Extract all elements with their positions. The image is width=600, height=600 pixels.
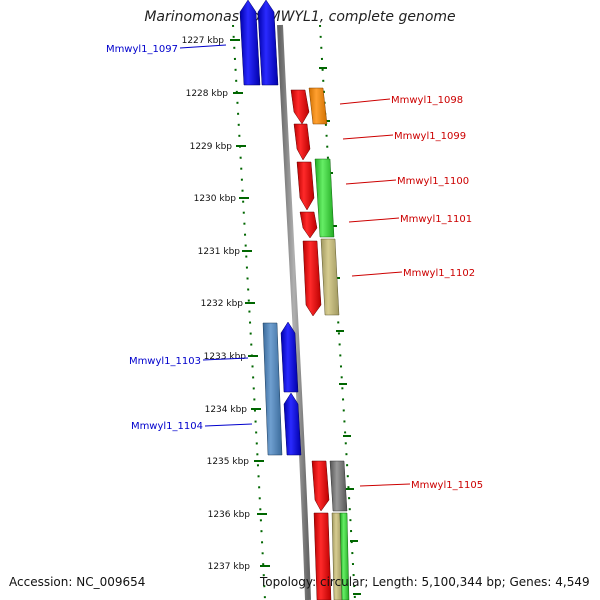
gene-arrow-1106c[interactable]	[339, 512, 350, 600]
leader-line	[348, 217, 400, 223]
gene-arrow-1103b[interactable]	[280, 321, 299, 393]
accession-text: Accession: NC_009654	[9, 575, 146, 589]
leader-line	[204, 423, 253, 427]
gene-arrow-1098b[interactable]	[308, 87, 328, 125]
gene-label-1103[interactable]: Mmwyl1_1103	[129, 356, 201, 367]
gene-arrow-1104[interactable]	[283, 392, 302, 456]
inner-tick-rail	[232, 24, 266, 600]
gene-label-1105[interactable]: Mmwyl1_1105	[411, 480, 483, 491]
gene-arrow-1106[interactable]	[313, 512, 332, 600]
gene-arrow-1105[interactable]	[311, 460, 330, 512]
gene-arrow-1102[interactable]	[302, 240, 322, 317]
gene-arrow-1100b[interactable]	[314, 158, 335, 238]
tick-label: 1237 kbp	[208, 562, 251, 572]
gene-label-1099[interactable]: Mmwyl1_1099	[394, 131, 466, 142]
gene-arrow-1097b[interactable]	[257, 0, 279, 86]
gene-label-1098[interactable]: Mmwyl1_1098	[391, 95, 463, 106]
tick-label: 1228 kbp	[186, 89, 229, 99]
leader-line	[179, 44, 227, 49]
tick-label: 1233 kbp	[204, 352, 247, 362]
genome-backbone	[277, 24, 311, 600]
leader-line	[359, 483, 411, 487]
leader-line	[345, 179, 397, 185]
gene-label-1100[interactable]: Mmwyl1_1100	[397, 176, 469, 187]
gene-arrow-1101[interactable]	[299, 211, 318, 239]
tick-label: 1236 kbp	[208, 510, 251, 520]
leader-line	[202, 357, 249, 361]
tick-label: 1235 kbp	[207, 457, 250, 467]
gene-arrow-1102b[interactable]	[320, 238, 340, 316]
gene-arrow-1098[interactable]	[290, 89, 310, 125]
map-title: Marinomonas sp. MWYL1, complete genome	[144, 9, 456, 25]
gene-arrow-1103[interactable]	[262, 322, 283, 456]
gene-arrow-1097[interactable]	[239, 0, 261, 86]
gene-label-1101[interactable]: Mmwyl1_1101	[400, 214, 472, 225]
tick-label: 1232 kbp	[201, 299, 244, 309]
gene-label-1097[interactable]: Mmwyl1_1097	[106, 44, 178, 55]
leader-line	[351, 271, 403, 277]
gene-arrow-1099[interactable]	[293, 123, 311, 161]
topology-text: Topology: circular; Length: 5,100,344 bp…	[260, 575, 590, 589]
leader-line	[339, 98, 391, 105]
tick-label: 1227 kbp	[182, 36, 225, 46]
gene-arrow-1105b[interactable]	[329, 460, 348, 512]
gene-label-1102[interactable]: Mmwyl1_1102	[403, 268, 475, 279]
gene-arrow-1100[interactable]	[296, 161, 315, 211]
gene-arrow-1106b[interactable]	[331, 512, 343, 600]
tick-label: 1229 kbp	[190, 142, 233, 152]
tick-label: 1231 kbp	[198, 247, 241, 257]
tick-label: 1234 kbp	[205, 405, 248, 415]
leader-line	[342, 134, 394, 140]
tick-label: 1230 kbp	[194, 194, 237, 204]
gene-label-1104[interactable]: Mmwyl1_1104	[131, 421, 203, 432]
